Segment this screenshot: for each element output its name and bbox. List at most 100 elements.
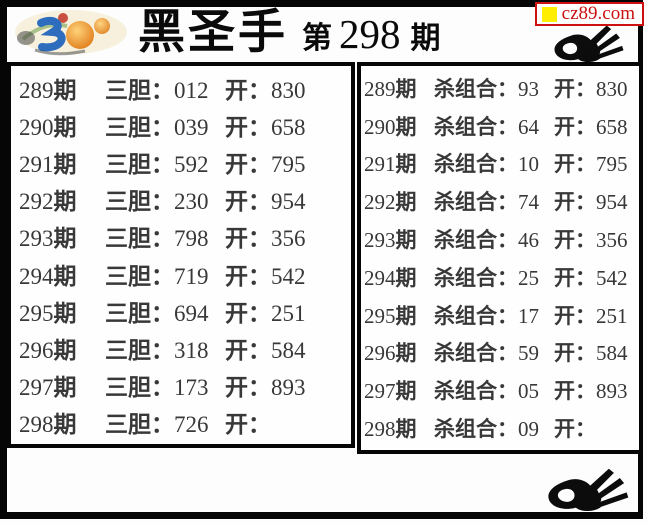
colon: ： <box>497 418 518 442</box>
open-label: 开 <box>225 336 248 363</box>
issue-prefix: 第 <box>302 22 332 55</box>
pick-label: 三胆 <box>105 336 151 363</box>
open-value: 658 <box>596 114 628 139</box>
colon: ： <box>497 115 518 139</box>
colon: ： <box>248 299 271 326</box>
issue-no: 294 <box>19 263 54 289</box>
open-label: 开 <box>554 304 575 328</box>
issue-no: 289 <box>364 76 396 101</box>
issue-unit: 期 <box>53 113 77 140</box>
three-dan-panel: 289期 三胆：012 开：830 290期 三胆：039 开：658 291期… <box>7 62 355 448</box>
issue-unit: 期 <box>395 77 417 101</box>
pick-value: 230 <box>174 189 209 215</box>
open-value: 795 <box>271 151 306 177</box>
open-label: 开 <box>554 153 575 177</box>
pick-label: 三胆 <box>105 76 151 103</box>
pick-label: 杀组合 <box>434 229 497 253</box>
colon: ： <box>575 342 596 366</box>
table-row: 291期 杀组合：10 开：795 <box>364 148 637 178</box>
pick-value: 25 <box>518 265 539 290</box>
pick-value: 64 <box>518 114 539 139</box>
issue-no: 295 <box>364 303 396 328</box>
issue-no: 297 <box>19 375 54 401</box>
colon: ： <box>575 229 596 253</box>
open-value: 542 <box>596 265 628 290</box>
pick-label: 三胆 <box>105 188 151 215</box>
issue-no: 291 <box>364 152 396 177</box>
table-row: 294期 杀组合：25 开：542 <box>364 262 637 292</box>
open-label: 开 <box>554 380 575 404</box>
colon: ： <box>248 374 271 401</box>
pick-label: 三胆 <box>105 374 151 401</box>
pick-label: 杀组合 <box>434 380 497 404</box>
pick-value: 012 <box>174 77 209 103</box>
issue-unit: 期 <box>395 342 417 366</box>
pick-label: 杀组合 <box>434 418 497 442</box>
issue-unit: 期 <box>395 191 417 215</box>
colon: ： <box>497 77 518 101</box>
pick-label: 三胆 <box>105 299 151 326</box>
table-row: 295期 杀组合：17 开：251 <box>364 300 637 330</box>
table-row: 293期 杀组合：46 开：356 <box>364 224 637 254</box>
cz89-site-badge[interactable]: cz89.com <box>534 2 644 26</box>
colon: ： <box>248 411 271 438</box>
page-title: 黑圣手 第 298 期 <box>138 4 538 60</box>
colon: ： <box>497 380 518 404</box>
issue-no: 294 <box>364 265 396 290</box>
issue-number: 298 <box>339 11 401 57</box>
lottery-3d-logo-image <box>15 10 127 56</box>
open-label: 开 <box>554 115 575 139</box>
open-value: 954 <box>271 189 306 215</box>
ok-hand-icon <box>548 468 629 512</box>
issue-unit: 期 <box>395 418 417 442</box>
colon: ： <box>575 304 596 328</box>
issue-unit: 期 <box>53 188 77 215</box>
table-row: 296期 杀组合：59 开：584 <box>364 337 637 367</box>
pick-value: 798 <box>174 226 209 252</box>
open-value: 830 <box>271 77 306 103</box>
pick-label: 杀组合 <box>434 153 497 177</box>
open-value: 584 <box>596 341 628 366</box>
issue-unit: 期 <box>53 336 77 363</box>
issue-unit: 期 <box>53 262 77 289</box>
issue-no: 290 <box>364 114 396 139</box>
open-value: 356 <box>271 226 306 252</box>
colon: ： <box>151 150 174 177</box>
open-label: 开 <box>225 113 248 140</box>
kill-combo-panel: 289期 杀组合：93 开：830 290期 杀组合：64 开：658 291期… <box>357 62 643 454</box>
table-row: 292期 杀组合：74 开：954 <box>364 186 637 216</box>
issue-unit: 期 <box>53 225 77 252</box>
colon: ： <box>497 191 518 215</box>
open-label: 开 <box>225 76 248 103</box>
issue-no: 290 <box>19 114 54 140</box>
issue-no: 298 <box>364 417 396 442</box>
issue-no: 297 <box>364 379 396 404</box>
pick-value: 592 <box>174 151 209 177</box>
open-label: 开 <box>554 77 575 101</box>
issue-no: 293 <box>19 226 54 252</box>
issue-no: 298 <box>19 412 54 438</box>
open-label: 开 <box>554 342 575 366</box>
colon: ： <box>248 188 271 215</box>
colon: ： <box>151 76 174 103</box>
open-value: 584 <box>271 337 306 363</box>
table-row: 297期 三胆：173 开：893 <box>19 368 349 402</box>
open-value: 795 <box>596 152 628 177</box>
open-value: 658 <box>271 114 306 140</box>
colon: ： <box>575 77 596 101</box>
colon: ： <box>151 336 174 363</box>
open-value: 954 <box>596 190 628 215</box>
pick-label: 杀组合 <box>434 191 497 215</box>
table-row: 289期 三胆：012 开：830 <box>19 71 349 105</box>
open-value: 251 <box>596 303 628 328</box>
colon: ： <box>575 266 596 290</box>
open-label: 开 <box>554 266 575 290</box>
issue-unit: 期 <box>395 380 417 404</box>
pick-value: 318 <box>174 337 209 363</box>
open-label: 开 <box>554 229 575 253</box>
colon: ： <box>248 336 271 363</box>
issue-no: 293 <box>364 228 396 253</box>
pick-value: 09 <box>518 417 539 442</box>
pick-value: 05 <box>518 379 539 404</box>
issue-unit: 期 <box>53 150 77 177</box>
